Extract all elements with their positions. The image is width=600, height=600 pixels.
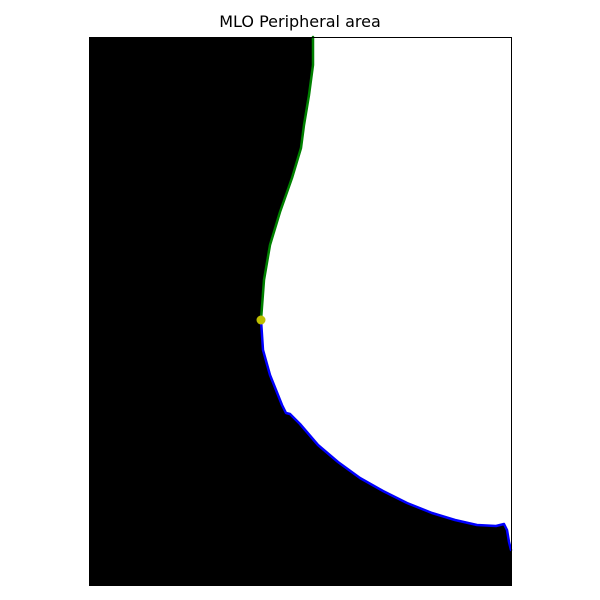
- axes-frame: [89, 37, 512, 586]
- upper-contour-line: [259, 35, 315, 322]
- figure-title: MLO Peripheral area: [219, 12, 381, 31]
- tissue-region: [89, 37, 511, 585]
- lower-contour-line: [259, 318, 513, 552]
- junction-point-marker: [256, 315, 266, 325]
